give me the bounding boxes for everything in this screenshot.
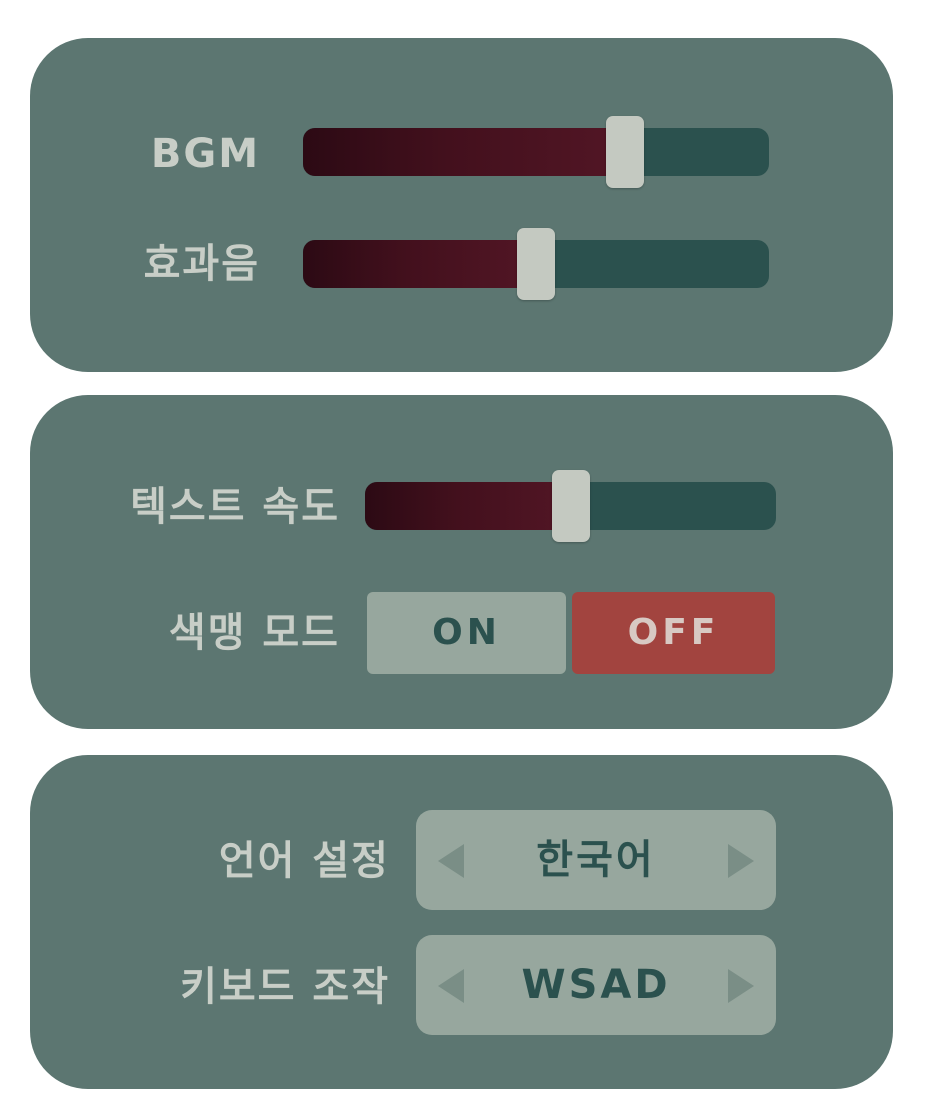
sfx-label: 효과음 — [143, 241, 260, 287]
bgm-slider-thumb[interactable] — [605, 116, 644, 188]
colorblind-on-button[interactable]: ON — [367, 592, 566, 674]
bgm-slider[interactable] — [303, 116, 769, 188]
audio-settings-panel: BGM 효과음 — [30, 38, 893, 372]
colorblind-mode-label: 색맹 모드 — [168, 610, 340, 656]
arrow-right-icon[interactable] — [728, 969, 754, 1003]
sfx-slider-fill — [303, 240, 536, 288]
language-value: 한국어 — [536, 837, 656, 883]
arrow-right-icon[interactable] — [728, 844, 754, 878]
text-speed-slider-fill — [365, 482, 571, 530]
language-selector: 한국어 — [416, 810, 776, 910]
language-label: 언어 설정 — [218, 838, 390, 884]
keyboard-selector: WSAD — [416, 935, 776, 1035]
text-speed-slider-thumb[interactable] — [551, 470, 590, 542]
display-settings-panel: 텍스트 속도 색맹 모드 ON OFF — [30, 395, 893, 729]
text-speed-slider[interactable] — [365, 470, 776, 542]
keyboard-label: 키보드 조작 — [180, 964, 390, 1010]
text-speed-label: 텍스트 속도 — [130, 484, 340, 530]
bgm-slider-fill — [303, 128, 625, 176]
sfx-slider[interactable] — [303, 228, 769, 300]
control-settings-panel: 언어 설정 한국어 키보드 조작 WSAD — [30, 755, 893, 1089]
arrow-left-icon[interactable] — [438, 844, 464, 878]
colorblind-off-button[interactable]: OFF — [572, 592, 775, 674]
keyboard-value: WSAD — [521, 962, 671, 1008]
arrow-left-icon[interactable] — [438, 969, 464, 1003]
sfx-slider-thumb[interactable] — [517, 228, 555, 300]
bgm-label: BGM — [150, 131, 260, 177]
